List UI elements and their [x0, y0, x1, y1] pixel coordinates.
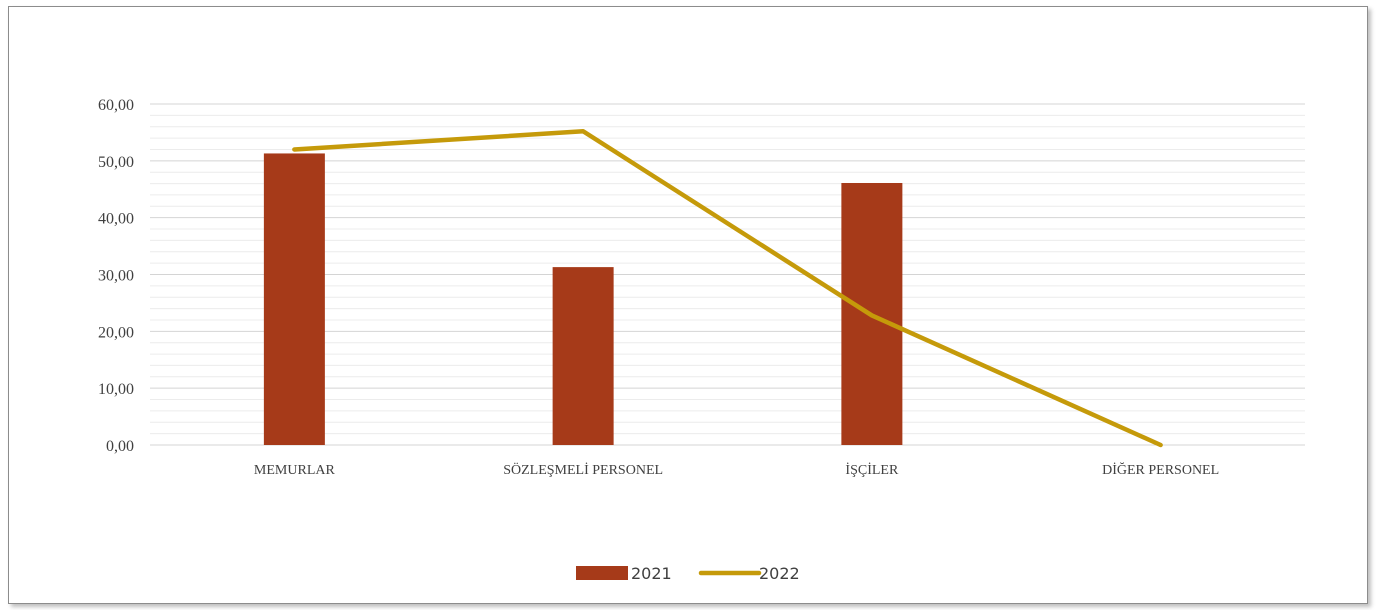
x-category-label: İŞÇİLER	[845, 462, 899, 478]
major-gridlines	[150, 103, 1305, 446]
y-tick-label: 60,00	[98, 97, 134, 114]
x-category-label: DİĞER PERSONEL	[1102, 461, 1219, 478]
minor-gridlines	[150, 114, 1305, 435]
y-tick-label: 10,00	[98, 381, 134, 398]
y-tick-label: 40,00	[98, 211, 134, 228]
y-axis-tick-labels: 0,00 10,00 20,00 30,00 40,00 50,00 60,00	[98, 97, 134, 455]
chart-frame	[8, 6, 1368, 604]
x-axis-category-labels: MEMURLAR SÖZLEŞMELİ PERSONEL İŞÇİLER DİĞER …	[254, 461, 1219, 478]
legend-label-2021: 2021	[631, 564, 672, 583]
bar-2021	[263, 153, 325, 445]
y-tick-label: 30,00	[98, 268, 134, 285]
line-2022	[292, 129, 1163, 448]
y-tick-label: 20,00	[98, 324, 134, 341]
x-category-label: SÖZLEŞMELİ PERSONEL	[503, 461, 663, 478]
line-series	[292, 129, 1163, 448]
bar-2021	[552, 267, 614, 445]
x-category-label: MEMURLAR	[254, 463, 336, 478]
legend-label-2022: 2022	[759, 564, 800, 583]
legend: 2021 2022	[576, 564, 800, 583]
legend-swatch-2021	[576, 566, 628, 580]
y-tick-label: 0,00	[106, 438, 134, 455]
y-tick-label: 50,00	[98, 154, 134, 171]
bar-series	[263, 153, 903, 445]
